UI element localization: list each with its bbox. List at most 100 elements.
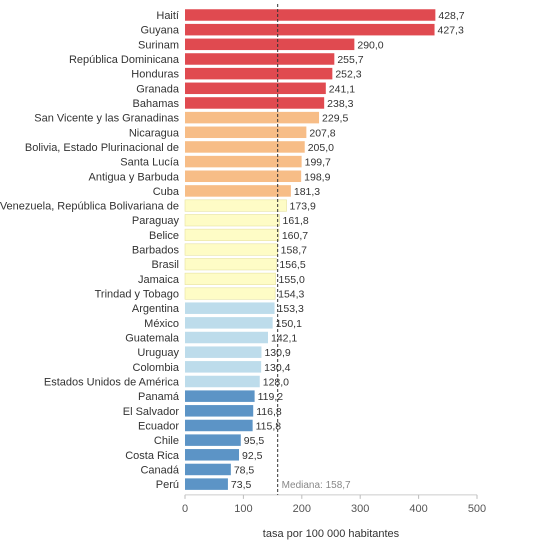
category-label: Costa Rica [125, 450, 180, 462]
category-label: Barbados [132, 245, 180, 257]
value-label: 116,8 [256, 406, 282, 418]
value-label: 427,3 [438, 25, 464, 37]
bar [185, 449, 240, 461]
value-label: 428,7 [438, 10, 464, 22]
value-labels-layer: 428,7 427,3 290,0 255,7 252,3 241,1 238,3 229,5… [231, 10, 465, 491]
category-labels-layer: Haití Guyana Surinam República Dominicana Ho… [0, 10, 180, 491]
category-label: Nicaragua [129, 127, 180, 139]
category-label: San Vicente y las Granadinas [34, 113, 179, 125]
value-label: 128,0 [263, 377, 289, 389]
value-label: 119,2 [258, 391, 284, 403]
value-label: 78,5 [234, 464, 255, 476]
category-label: Canadá [140, 464, 179, 476]
category-label: Brasil [151, 259, 179, 271]
value-label: 198,9 [304, 171, 330, 183]
bar [185, 434, 241, 446]
value-label: 73,5 [231, 479, 252, 491]
x-tick-label: 500 [468, 503, 486, 515]
x-axis-title: tasa por 100 000 habitantes [263, 528, 400, 540]
category-label: Uruguay [137, 347, 179, 359]
bar [185, 317, 273, 329]
category-label: Ecuador [138, 420, 179, 432]
bar [185, 155, 302, 168]
category-label: México [144, 318, 179, 330]
value-label: 199,7 [305, 157, 331, 169]
category-label: República Dominicana [69, 54, 180, 66]
bar [185, 302, 275, 314]
value-label: 229,5 [322, 113, 348, 125]
value-label: 160,7 [282, 230, 308, 242]
value-label: 252,3 [335, 69, 361, 81]
bar [184, 199, 287, 212]
bar [185, 141, 305, 153]
value-label: 158,7 [281, 245, 307, 257]
category-label: Honduras [131, 69, 179, 81]
value-label: 207,8 [309, 127, 335, 139]
bar [184, 258, 277, 271]
bar [185, 419, 253, 432]
x-tick-label: 0 [182, 503, 188, 515]
bar [185, 346, 262, 358]
median-label: Mediana: 158,7 [282, 480, 351, 491]
bar [185, 375, 260, 388]
value-label: 238,3 [327, 98, 353, 110]
bar [185, 97, 325, 109]
value-label: 130,9 [264, 347, 290, 359]
category-label: Granada [136, 83, 180, 95]
value-label: 130,4 [264, 362, 290, 374]
value-label: 290,0 [357, 39, 383, 51]
value-label: 173,9 [290, 201, 316, 213]
bar [185, 405, 254, 417]
value-label: 255,7 [337, 54, 363, 66]
bar [184, 243, 278, 256]
bar [185, 463, 231, 476]
value-label: 156,5 [279, 259, 305, 271]
category-label: Antigua y Barbuda [88, 171, 179, 183]
category-label: Guatemala [125, 333, 180, 345]
value-label: 92,5 [242, 450, 263, 462]
value-label: 181,3 [294, 186, 320, 198]
x-axis: 0 100 200 300 400 500 [182, 494, 486, 515]
category-label: Jamaica [138, 274, 180, 286]
category-label: Paraguay [132, 215, 180, 227]
value-label: 95,5 [244, 435, 265, 447]
category-label: Colombia [133, 362, 180, 374]
value-label: 155,0 [279, 274, 305, 286]
bar [185, 185, 291, 197]
category-label: Bolivia, Estado Plurinacional de [25, 142, 179, 154]
x-tick-label: 300 [351, 503, 369, 515]
x-tick-label: 200 [293, 503, 311, 515]
bar [185, 361, 262, 373]
bar [185, 478, 228, 490]
category-label: El Salvador [123, 406, 180, 418]
bar [185, 390, 255, 402]
bar [185, 126, 307, 139]
category-label: Belice [149, 230, 179, 242]
x-tick-label: 400 [409, 503, 427, 515]
category-label: Perú [156, 479, 179, 491]
bar [185, 82, 326, 95]
bar [185, 53, 335, 65]
category-label: Argentina [132, 303, 180, 315]
value-label: 142,1 [271, 333, 297, 345]
value-label: 161,8 [282, 215, 308, 227]
bar [185, 38, 355, 51]
category-label: Trindad y Tobago [95, 289, 179, 301]
bar [185, 9, 436, 21]
category-label: Haití [156, 10, 179, 22]
category-label: Santa Lucía [120, 157, 180, 169]
bars-layer [184, 9, 436, 490]
bar [185, 170, 302, 183]
bar [184, 272, 276, 285]
category-label: Cuba [153, 186, 180, 198]
bar [184, 228, 280, 241]
category-label: Chile [154, 435, 179, 447]
category-label: Venezuela, República Bolivariana de [0, 201, 179, 213]
bar [184, 214, 280, 227]
bar [185, 111, 320, 124]
value-label: 154,3 [278, 289, 304, 301]
value-label: 153,3 [278, 303, 304, 315]
bar [185, 23, 435, 36]
x-tick-label: 100 [234, 503, 252, 515]
